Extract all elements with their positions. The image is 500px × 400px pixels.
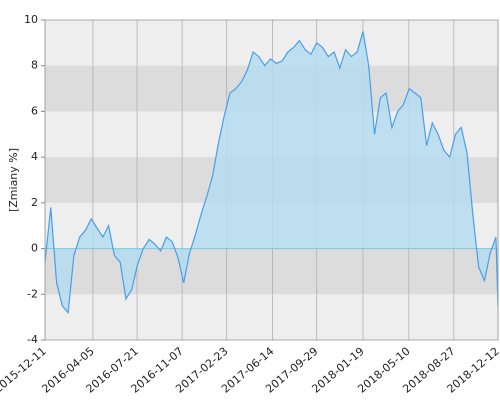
y-tick-label: 4 [31,150,38,163]
y-tick-label: -2 [27,287,38,300]
y-tick-label: 8 [31,59,38,72]
y-tick-label: 2 [31,196,38,209]
area [45,31,498,313]
y-tick-label: -4 [27,333,38,346]
y-tick-label: 0 [31,242,38,255]
line [44,31,499,315]
y-tick-label: 10 [24,13,38,26]
grid-band [45,248,498,295]
y-axis-label: [Zmiany %] [7,148,20,212]
plot-border [44,19,499,341]
y-tick-label: 6 [31,104,38,117]
